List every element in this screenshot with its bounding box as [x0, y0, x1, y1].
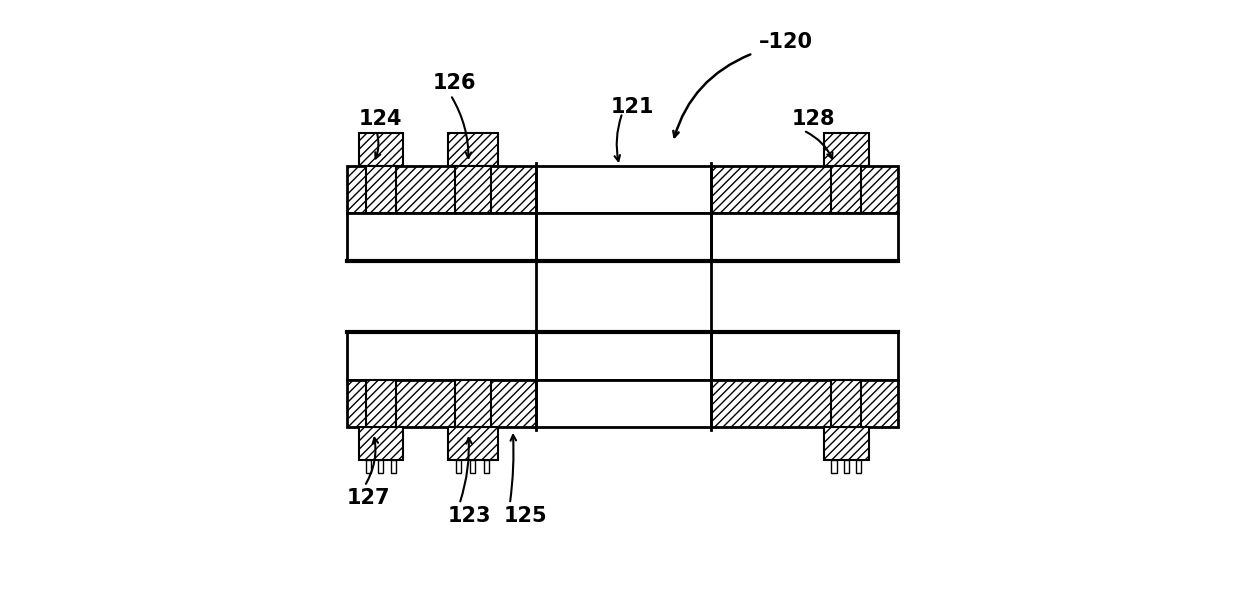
Text: 127: 127 [347, 488, 390, 508]
Bar [844, 460, 849, 473]
Bar [711, 166, 898, 213]
Text: 121: 121 [611, 97, 654, 117]
Bar [484, 460, 489, 473]
Bar [536, 213, 711, 261]
Bar [470, 460, 476, 473]
Bar [536, 380, 711, 427]
Bar [347, 332, 536, 380]
Bar [824, 427, 869, 460]
Text: 125: 125 [504, 506, 548, 526]
Bar [447, 427, 498, 460]
Bar [358, 133, 403, 166]
Bar [358, 427, 403, 460]
Bar [347, 166, 536, 213]
Bar [447, 133, 498, 166]
Bar [455, 166, 491, 213]
Bar [455, 380, 491, 427]
Bar [536, 166, 711, 213]
Text: 123: 123 [447, 506, 491, 526]
Bar [711, 213, 898, 261]
Bar [536, 332, 711, 380]
Bar [456, 460, 461, 473]
Text: 126: 126 [432, 73, 476, 93]
Text: 128: 128 [792, 109, 835, 129]
Bar [856, 460, 861, 473]
Text: 124: 124 [358, 109, 403, 129]
Bar [711, 380, 898, 427]
Bar [366, 166, 396, 213]
Bar [390, 460, 396, 473]
Bar [824, 133, 869, 166]
Bar [347, 380, 536, 427]
Bar [347, 213, 536, 261]
Bar [366, 380, 396, 427]
Bar [831, 166, 861, 213]
Bar [831, 380, 861, 427]
Bar [366, 460, 370, 473]
Bar [711, 332, 898, 380]
Bar [378, 460, 384, 473]
Text: –120: –120 [758, 31, 813, 52]
Bar [831, 460, 836, 473]
